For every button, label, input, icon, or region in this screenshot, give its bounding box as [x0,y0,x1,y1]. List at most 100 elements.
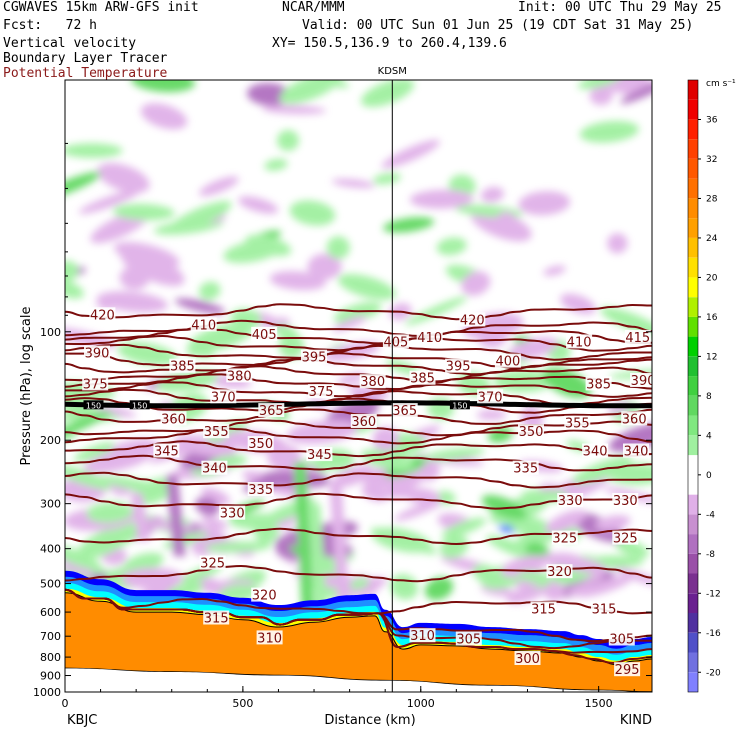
theta-label: 350 [519,425,544,440]
theta-contour [65,319,652,337]
colorbar-swatch [688,435,698,456]
y-tick-label: 200 [40,434,61,447]
ascent-cell [73,442,115,462]
y-tick-label: 900 [40,670,61,683]
header: CGWAVES 15km ARW-GFS init NCAR/MMM Init:… [0,0,740,82]
colorbar-swatch [688,297,698,317]
station-marker-label: KDSM [378,66,407,77]
theta-contour [65,492,652,510]
plot-area: 420 410 420 390 405 405 410 410 415 385 395 395 400 3… [65,80,656,692]
theta-label-bg [308,384,335,399]
theta-contour [65,343,652,361]
theta-contour [65,440,652,458]
field-potential-temperature: Potential Temperature [3,66,168,81]
wave-plume [496,525,517,533]
descent-cell [201,516,229,529]
theta-label: 330 [220,507,245,522]
theta-label-bg [247,436,274,451]
colorbar-swatch [688,415,698,436]
ascent-cell [404,296,468,326]
theta-label-bg [350,414,377,428]
colorbar-swatch [688,652,698,673]
tracer-label-bg [83,400,104,410]
theta-label-bg [564,415,591,430]
descent-cell [480,186,504,203]
ascent-cell [279,80,343,105]
descent-cell [560,293,596,315]
theta-label-bg [557,493,584,507]
theta-label: 410 [191,318,216,333]
ascent-cell [493,370,554,393]
colorbar-swatch [688,336,698,357]
theta-label: 410 [417,331,442,346]
theta-label: 395 [302,351,327,366]
colorbar-tick-label: 28 [706,194,718,204]
theta-contour [65,327,652,345]
colorbar-tick-label: 0 [706,471,712,481]
theta-label: 405 [383,335,408,350]
colorbar-swatch [688,257,698,278]
colorbar-tick-label: -12 [706,589,721,599]
valid-time: Valid: 00 UTC Sun 01 Jun 25 (19 CDT Sat … [302,18,694,33]
ascent-cell [390,574,419,600]
ascent-cell [243,515,266,531]
colorbar-swatch [688,455,698,495]
theta-label: 410 [567,335,592,350]
theta-contour [65,397,652,414]
theta-label-bg [153,443,180,458]
theta-label-bg [258,403,285,418]
theta-label: 420 [460,313,485,328]
y-tick-label: 800 [40,651,61,664]
ascent-cell [487,426,513,443]
theta-label: 305 [456,633,481,648]
theta-contour [65,427,652,445]
colorbar-tick-label: 12 [706,352,717,362]
theta-label-bg [566,334,593,349]
theta-label: 360 [161,412,186,427]
y-tick-label: 700 [40,630,61,643]
theta-label-bg [201,460,228,475]
descent-cell [332,464,374,488]
theta-label: 390 [631,374,656,389]
descent-cell [174,298,226,314]
theta-label: 315 [592,603,617,618]
ascent-cell [65,260,79,282]
ascent-cell [245,234,292,257]
y-tick-label: 300 [40,498,61,511]
theta-contour [65,303,652,321]
ascent-cell [65,545,102,571]
theta-contour [65,454,652,472]
theta-label-bg [585,376,612,391]
theta-label-bg [551,530,578,545]
descent-cell [576,575,633,598]
theta-label-bg [608,631,635,646]
colorbar-swatch [688,316,698,337]
right-endpoint-label: KIND [620,713,652,728]
colorbar-swatch [688,139,698,159]
colorbar-swatch [688,593,698,613]
theta-label: 350 [248,437,273,452]
theta-contour [65,471,652,489]
ascent-cell [517,570,552,583]
theta-label-bg [494,353,521,368]
x-axis: 0 500 1000 1500 [62,686,635,710]
colorbar-tick-label: 36 [706,115,718,125]
theta-label-bg [382,334,409,349]
theta-label: 325 [200,557,225,572]
colorbar-tick-label: -4 [706,510,715,520]
theta-label-bg [256,630,283,645]
colorbar-swatch [688,178,698,199]
ascent-cell [277,129,299,152]
theta-label: 340 [624,445,649,460]
descent-cell [506,584,548,604]
ascent-cell [338,274,396,300]
theta-label: 310 [410,629,435,644]
descent-cell [95,404,136,418]
colorbar-frame [687,79,699,693]
descent-cell [331,178,376,188]
theta-label-bg [477,389,504,404]
theta-label-bg [359,374,386,389]
descent-cell [518,191,571,216]
colorbar-tick-label: 32 [706,155,717,165]
theta-label: 340 [202,462,227,477]
